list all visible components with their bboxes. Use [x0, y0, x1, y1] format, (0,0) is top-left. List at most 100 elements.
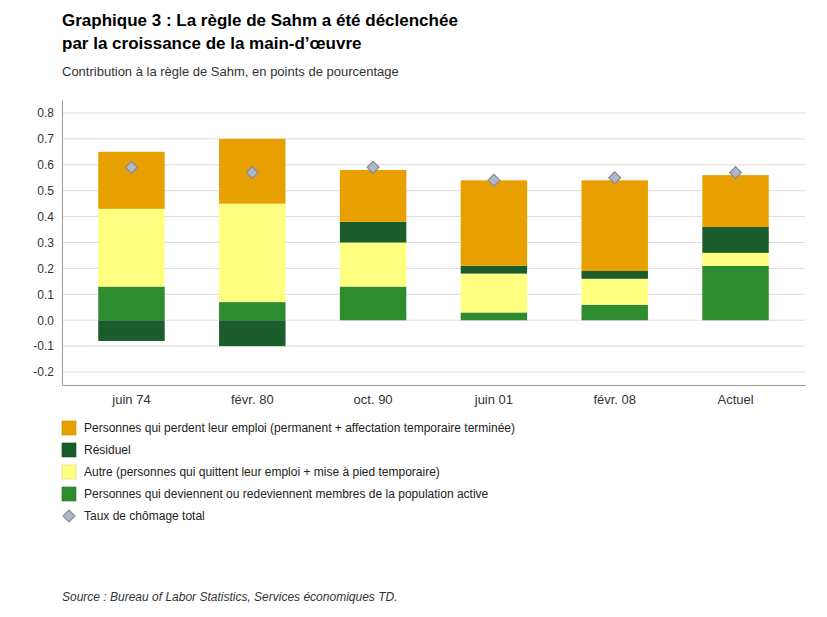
x-tick: juin 74 [111, 385, 150, 407]
legend-swatch [63, 510, 75, 522]
y-tick: 0.6 [37, 158, 62, 172]
legend-label: Autre (personnes qui quittent leur emplo… [84, 465, 440, 479]
point [246, 167, 258, 179]
grid-line [62, 372, 805, 373]
y-tick: 0.3 [37, 236, 62, 250]
y-tick: 0.8 [37, 106, 62, 120]
y-tick: 0.7 [37, 132, 62, 146]
y-tick-label: 0.1 [37, 288, 54, 302]
grid-line [62, 112, 805, 113]
bar [219, 302, 285, 320]
title: Graphique 3 : La règle de Sahm a été déc… [62, 11, 458, 30]
bar [98, 287, 164, 321]
y-tick-label: 0.2 [37, 262, 54, 276]
point-series [126, 161, 742, 186]
y-tick-label: 0.4 [37, 210, 54, 224]
grid-line [62, 294, 805, 295]
x-axis-line [63, 385, 806, 386]
legend-swatch [62, 487, 76, 501]
bar-series [340, 222, 769, 279]
y-tick-label: -0.2 [33, 365, 54, 379]
legend-swatch [62, 421, 76, 435]
y-tick: 0.1 [37, 288, 62, 302]
y-tick-label: 0.5 [37, 184, 54, 198]
x-tick-label: juin 01 [474, 392, 513, 407]
bar [98, 320, 164, 341]
y-tick-label: 0.8 [37, 106, 54, 120]
bar [581, 305, 647, 321]
y-tick-label: 0.6 [37, 158, 54, 172]
legend-item: Autre (personnes qui quittent leur emplo… [62, 465, 440, 479]
bar [340, 170, 406, 222]
grid-line [62, 346, 805, 347]
x-tick: févr. 80 [231, 385, 274, 407]
bar [98, 152, 164, 209]
legend-label: Personnes qui perdent leur emploi (perma… [84, 421, 515, 435]
grid-line [62, 216, 805, 217]
bar [461, 180, 527, 266]
bar [461, 312, 527, 320]
y-tick-label: 0.7 [37, 132, 54, 146]
legend-swatch [62, 465, 76, 479]
y-tick: 0.0 [37, 314, 62, 328]
point [488, 174, 500, 186]
bar [219, 320, 285, 321]
grid-line [62, 268, 805, 269]
title: par la croissance de la main-d’œuvre [62, 34, 362, 53]
legend: Personnes qui perdent leur emploi (perma… [62, 421, 515, 523]
bar [702, 266, 768, 320]
bar [340, 287, 406, 321]
legend-label: Taux de chômage total [84, 509, 205, 523]
y-tick: 0.2 [37, 262, 62, 276]
bar [98, 209, 164, 287]
grid [62, 113, 805, 372]
bar [219, 320, 285, 346]
subtitle: Contribution à la règle de Sahm, en poin… [62, 64, 399, 79]
grid-line [62, 138, 805, 139]
source: Source : Bureau of Labor Statistics, Ser… [62, 590, 398, 604]
grid-line [62, 190, 805, 191]
legend-swatch [62, 443, 76, 457]
bar-series [98, 320, 285, 346]
y-tick: -0.2 [33, 365, 62, 379]
legend-item: Personnes qui perdent leur emploi (perma… [62, 421, 515, 435]
legend-label: Personnes qui deviennent ou redeviennent… [84, 487, 489, 501]
legend-item: Personnes qui deviennent ou redeviennent… [62, 487, 489, 501]
x-tick: oct. 90 [354, 385, 393, 407]
point [609, 172, 621, 184]
bar-series [98, 266, 769, 320]
bar [581, 279, 647, 305]
bar [340, 222, 406, 243]
bar [98, 320, 164, 321]
bar [581, 271, 647, 279]
plot: -0.2 -0.1 0.0 0.1 0.2 0.3 0.4 0.5 0.6 0.7 0.8 juin … [33, 101, 805, 408]
y-tick: 0.5 [37, 184, 62, 198]
point [367, 161, 379, 173]
bar [581, 180, 647, 271]
grid-line [62, 242, 805, 243]
bar [340, 243, 406, 287]
chart: Graphique 3 : La règle de Sahm a été déc… [0, 0, 827, 617]
x-axis: juin 74févr. 80oct. 90juin 01févr. 08Act… [63, 385, 806, 407]
y-tick: -0.1 [33, 339, 62, 353]
y-tick: 0.4 [37, 210, 62, 224]
point [730, 167, 742, 179]
y-tick-label: 0.0 [37, 314, 54, 328]
y-axis: -0.2 -0.1 0.0 0.1 0.2 0.3 0.4 0.5 0.6 0.7 0.8 [33, 101, 62, 386]
legend-item: Résiduel [62, 443, 131, 457]
bar [219, 139, 285, 204]
y-tick-label: 0.3 [37, 236, 54, 250]
x-tick-label: juin 74 [111, 392, 150, 407]
grid-line [62, 320, 805, 321]
grid-line [62, 164, 805, 165]
x-tick-label: oct. 90 [354, 392, 393, 407]
bar-series [98, 139, 769, 271]
bar [702, 253, 768, 266]
bar [219, 204, 285, 302]
bar [461, 274, 527, 313]
bar [702, 175, 768, 227]
x-tick: juin 01 [474, 385, 513, 407]
point [126, 161, 138, 173]
legend-item: Taux de chômage total [63, 509, 205, 523]
marks [98, 139, 769, 346]
